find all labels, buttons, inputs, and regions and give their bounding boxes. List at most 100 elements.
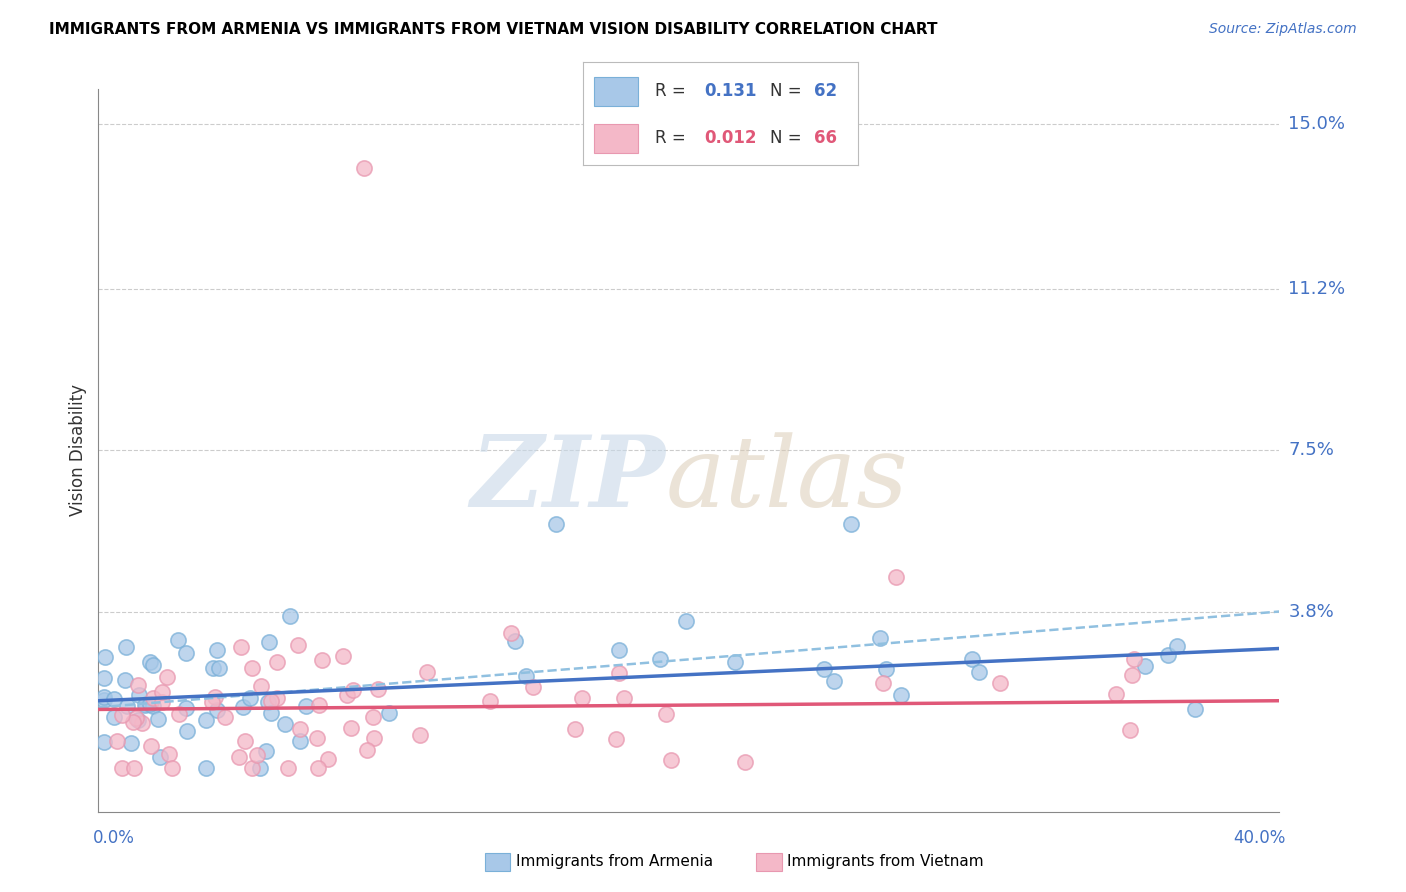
Text: 40.0%: 40.0% [1233,830,1285,847]
Point [367,681,389,696]
Point [311,653,333,667]
Point [249,761,271,775]
Text: 0.131: 0.131 [704,82,756,100]
Point [124,761,146,775]
Point [150,695,173,709]
Point [208,661,231,675]
Point [273,717,295,731]
Point [724,655,747,669]
Point [266,656,288,670]
Point [103,691,125,706]
Point [202,661,225,675]
Point [260,706,283,720]
Point [356,743,378,757]
Point [167,632,190,647]
Point [353,161,375,175]
Text: 66: 66 [814,129,837,147]
Point [167,706,190,721]
Point [823,673,845,688]
Point [277,761,299,775]
Text: 11.2%: 11.2% [1288,280,1346,299]
Point [307,761,329,775]
Point [342,682,364,697]
Point [655,706,678,721]
FancyBboxPatch shape [595,124,638,153]
Text: N =: N = [770,129,807,147]
Point [127,678,149,692]
Point [142,699,165,714]
Point [201,695,224,709]
Text: 62: 62 [814,82,837,100]
Point [890,688,912,702]
Text: N =: N = [770,82,807,100]
Point [1184,702,1206,716]
Point [135,698,157,712]
Point [93,734,115,748]
Point [813,662,835,676]
Point [522,680,544,694]
Point [1122,651,1144,665]
Point [139,656,162,670]
Point [125,711,148,725]
Point [157,747,180,761]
Point [207,703,229,717]
Point [613,691,636,706]
Point [204,690,226,704]
Point [93,693,115,707]
Point [339,722,361,736]
Point [287,638,309,652]
Point [94,650,117,665]
Point [139,697,162,711]
Point [111,761,134,775]
Point [228,749,250,764]
Point [122,714,145,729]
Point [675,615,697,629]
Point [160,761,183,775]
Point [1157,648,1180,662]
Point [142,658,165,673]
Point [648,652,671,666]
Point [605,731,627,746]
Point [1119,723,1142,738]
Point [363,731,385,745]
Point [176,701,198,715]
Text: R =: R = [655,129,690,147]
Point [194,714,217,728]
Point [1104,687,1126,701]
Point [232,700,254,714]
Point [257,695,280,709]
Point [734,755,756,769]
Point [503,633,526,648]
Point [290,733,312,747]
Point [254,744,277,758]
Point [93,671,115,685]
Point [884,570,907,584]
Point [260,694,283,708]
Text: Immigrants from Vietnam: Immigrants from Vietnam [787,855,984,869]
Text: atlas: atlas [665,432,908,527]
Point [872,675,894,690]
Point [1166,640,1188,654]
Point [105,733,128,747]
Point [875,661,897,675]
Point [409,728,432,742]
Text: 7.5%: 7.5% [1288,442,1334,459]
Point [176,724,198,739]
Point [150,685,173,699]
Y-axis label: Vision Disability: Vision Disability [69,384,87,516]
Text: IMMIGRANTS FROM ARMENIA VS IMMIGRANTS FROM VIETNAM VISION DISABILITY CORRELATION: IMMIGRANTS FROM ARMENIA VS IMMIGRANTS FR… [49,22,938,37]
Point [607,666,630,681]
Point [134,698,156,713]
Point [1133,658,1156,673]
Text: Source: ZipAtlas.com: Source: ZipAtlas.com [1209,22,1357,37]
Point [501,625,523,640]
Point [128,689,150,703]
Text: 0.012: 0.012 [704,129,756,147]
Point [240,761,263,775]
Point [308,698,330,712]
Point [229,640,252,655]
Point [361,710,384,724]
Point [990,675,1012,690]
Point [156,670,179,684]
Text: 3.8%: 3.8% [1288,602,1334,621]
